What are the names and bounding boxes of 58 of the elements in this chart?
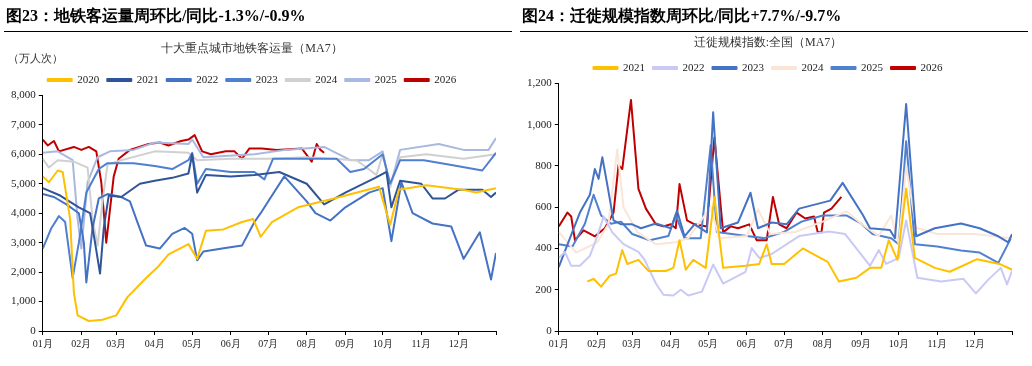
x-tick-label: 07月 [258, 337, 279, 349]
x-tick-label: 11月 [927, 337, 948, 349]
y-tick-label: 800 [535, 158, 553, 171]
y-tick-label: 3,000 [11, 235, 37, 248]
y-tick-label: 0 [30, 323, 37, 336]
x-tick-label: 02月 [587, 337, 608, 349]
x-tick-label: 09月 [851, 337, 872, 349]
legend-label: 2023 [742, 60, 765, 73]
x-tick-label: 06月 [220, 337, 241, 349]
y-tick-label: 2,000 [11, 264, 37, 277]
y-tick-label: 1,000 [527, 117, 553, 130]
y-tick-label: 0 [546, 323, 553, 336]
legend-label: 2025 [374, 72, 398, 85]
chart-title: 图23：地铁客运量周环比/同比-1.3%/-0.9% [4, 0, 512, 32]
x-tick-label: 10月 [888, 337, 909, 349]
y-tick-label: 400 [535, 241, 553, 254]
legend-label: 2022 [196, 72, 219, 85]
x-tick-label: 04月 [660, 337, 681, 349]
y-tick-label: 4,000 [11, 206, 37, 219]
x-tick-label: 11月 [411, 337, 432, 349]
y-tick-label: 1,200 [527, 76, 553, 89]
chart-subtitle: 十大重点城市地铁客运量（MA7） [161, 41, 343, 56]
x-tick-label: 03月 [622, 337, 643, 349]
legend-label: 2025 [861, 60, 884, 73]
x-tick-label: 08月 [812, 337, 833, 349]
x-tick-label: 08月 [296, 337, 317, 349]
y-tick-label: 6,000 [11, 147, 37, 160]
x-tick-label: 06月 [736, 337, 757, 349]
x-tick-label: 03月 [106, 337, 127, 349]
legend-label: 2026 [434, 72, 457, 85]
x-tick-label: 12月 [448, 337, 469, 349]
x-tick-label: 10月 [372, 337, 393, 349]
y-tick-label: 1,000 [11, 294, 37, 307]
legend-label: 2026 [920, 60, 943, 73]
chart-title: 图24：迁徙规模指数周环比/同比+7.7%/-9.7% [520, 0, 1028, 32]
chart-subtitle: 迁徙规模指数:全国（MA7） [693, 35, 843, 50]
y-axis-title: （万人次） [8, 51, 63, 64]
legend-label: 2024 [315, 72, 338, 85]
x-tick-label: 02月 [71, 337, 92, 349]
x-tick-label: 04月 [144, 337, 165, 349]
y-tick-label: 8,000 [11, 88, 37, 101]
legend-label: 2024 [801, 60, 824, 73]
y-tick-label: 600 [535, 200, 553, 213]
x-tick-label: 12月 [964, 337, 985, 349]
legend-label: 2023 [255, 72, 279, 85]
legend-label: 2021 [136, 72, 159, 85]
x-tick-label: 01月 [32, 337, 53, 349]
x-tick-label: 01月 [548, 337, 569, 349]
legend-label: 2020 [77, 72, 100, 85]
x-tick-label: 09月 [335, 337, 356, 349]
x-tick-label: 05月 [182, 337, 203, 349]
y-tick-label: 5,000 [11, 176, 37, 189]
x-tick-label: 07月 [774, 337, 795, 349]
legend-label: 2021 [623, 60, 645, 73]
legend-label: 2022 [682, 60, 705, 73]
x-tick-label: 05月 [698, 337, 719, 349]
y-tick-label: 200 [535, 282, 553, 295]
y-tick-label: 7,000 [11, 117, 37, 130]
